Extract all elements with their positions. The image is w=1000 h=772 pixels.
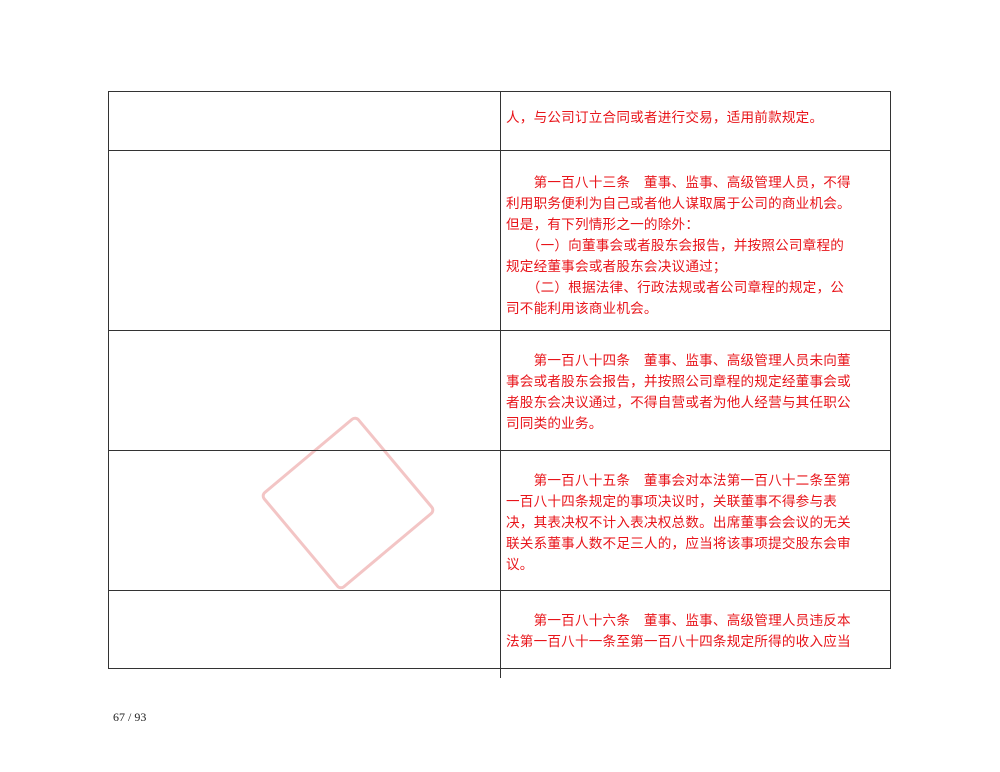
new-text-cell: 第一百八十五条 董事会对本法第一百八十二条至第 一百八十四条规定的事项决议时，关联… xyxy=(501,451,890,590)
text-line: 法第一百八十一条至第一百八十四条规定所得的收入应当 xyxy=(506,634,851,650)
page-number: 67 / 93 xyxy=(113,710,147,724)
text-line: 第一百八十五条 董事会对本法第一百八十二条至第 xyxy=(506,473,851,489)
comparison-table: 人，与公司订立合同或者进行交易，适用前款规定。 第一百八十三条 董事、监事、高级… xyxy=(108,91,891,678)
table-row: 第一百八十四条 董事、监事、高级管理人员未向董 事会或者股东会报告，并按照公司章程… xyxy=(109,331,890,451)
text-line: 人，与公司订立合同或者进行交易，适用前款规定。 xyxy=(506,110,824,126)
table-row: 人，与公司订立合同或者进行交易，适用前款规定。 xyxy=(109,92,890,151)
text-line: （二）根据法律、行政法规或者公司章程的规定，公 xyxy=(506,280,845,296)
text-line: 司同类的业务。 xyxy=(506,416,603,432)
new-text-cell: 第一百八十六条 董事、监事、高级管理人员违反本 法第一百八十一条至第一百八十四条规… xyxy=(501,591,890,678)
table-row: 第一百八十五条 董事会对本法第一百八十二条至第 一百八十四条规定的事项决议时，关联… xyxy=(109,451,890,591)
text-line: 利用职务便利为自己或者他人谋取属于公司的商业机会。 xyxy=(506,196,851,212)
table-row: 第一百八十六条 董事、监事、高级管理人员违反本 法第一百八十一条至第一百八十四条规… xyxy=(109,591,890,678)
text-line: 联关系董事人数不足三人的，应当将该事项提交股东会审 xyxy=(506,536,851,552)
text-line: 议。 xyxy=(506,557,534,573)
text-line: 事会或者股东会报告，并按照公司章程的规定经董事会或 xyxy=(506,374,851,390)
text-line: 者股东会决议通过，不得自营或者为他人经营与其任职公 xyxy=(506,395,851,411)
text-line: 第一百八十四条 董事、监事、高级管理人员未向董 xyxy=(506,353,851,369)
new-text-cell: 第一百八十四条 董事、监事、高级管理人员未向董 事会或者股东会报告，并按照公司章程… xyxy=(501,331,890,450)
old-text-cell xyxy=(109,92,501,150)
text-line: （一）向董事会或者股东会报告，并按照公司章程的 xyxy=(506,238,845,254)
text-line: 一百八十四条规定的事项决议时，关联董事不得参与表 xyxy=(506,494,838,510)
new-text-cell: 第一百八十三条 董事、监事、高级管理人员，不得 利用职务便利为自己或者他人谋取属于… xyxy=(501,151,890,330)
text-line: 规定经董事会或者股东会决议通过； xyxy=(506,259,727,275)
old-text-cell xyxy=(109,331,501,450)
text-line: 司不能利用该商业机会。 xyxy=(506,301,658,317)
new-text-cell: 人，与公司订立合同或者进行交易，适用前款规定。 xyxy=(501,92,890,150)
text-line: 决，其表决权不计入表决权总数。出席董事会会议的无关 xyxy=(506,515,851,531)
old-text-cell xyxy=(109,151,501,330)
text-line: 第一百八十六条 董事、监事、高级管理人员违反本 xyxy=(506,613,851,629)
old-text-cell xyxy=(109,591,501,678)
text-line: 第一百八十三条 董事、监事、高级管理人员，不得 xyxy=(506,175,851,191)
text-line: 但是，有下列情形之一的除外： xyxy=(506,217,700,233)
table-row: 第一百八十三条 董事、监事、高级管理人员，不得 利用职务便利为自己或者他人谋取属于… xyxy=(109,151,890,331)
old-text-cell xyxy=(109,451,501,590)
